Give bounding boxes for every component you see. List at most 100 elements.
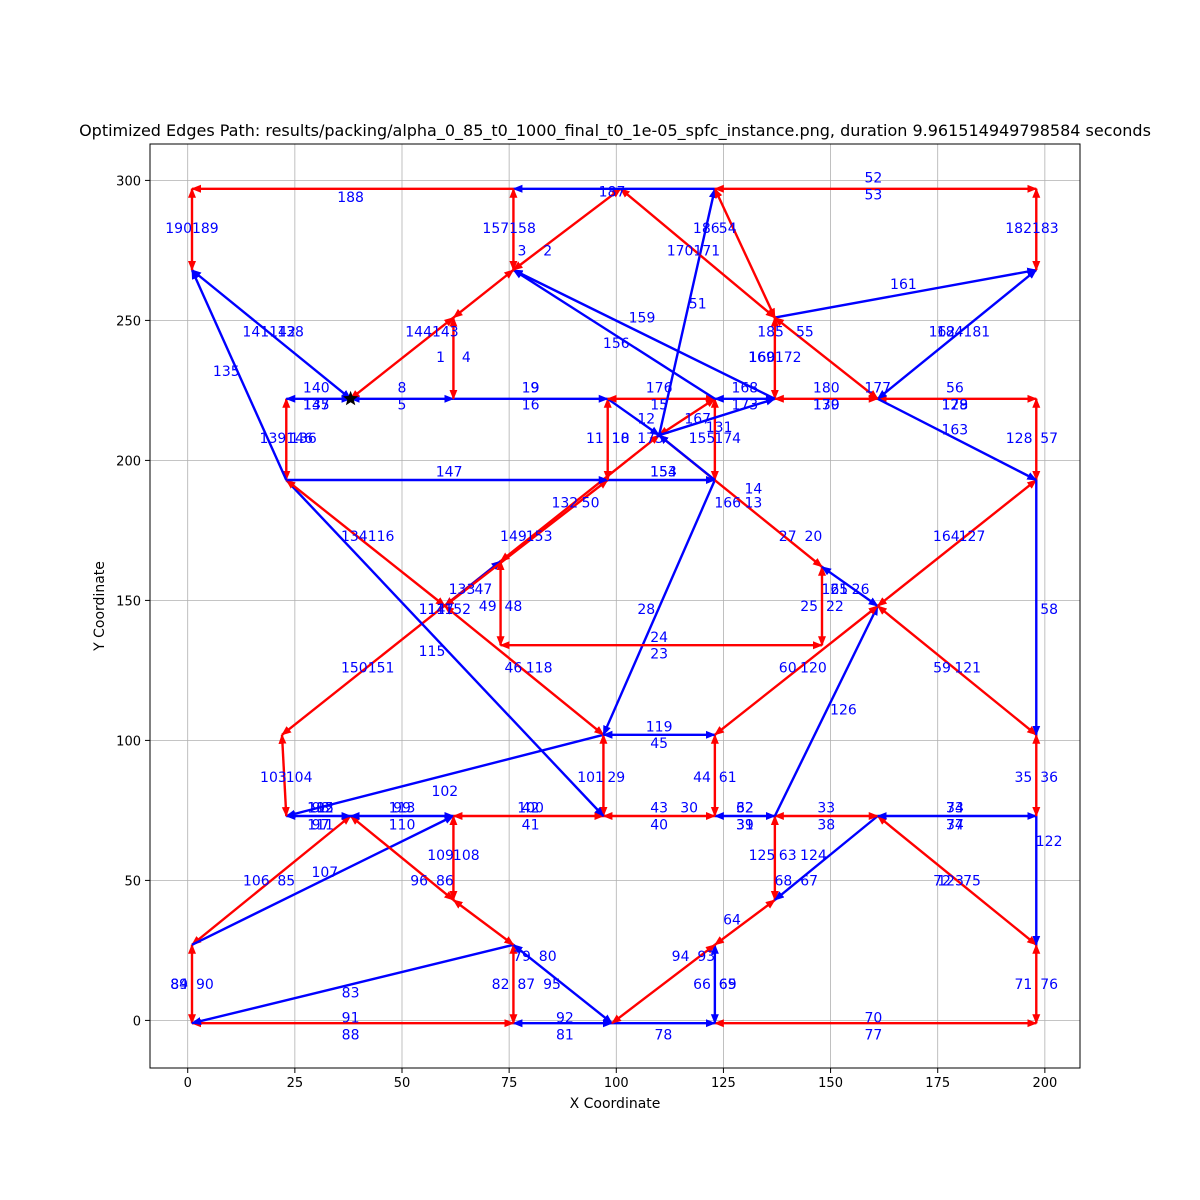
edge-label: 74	[946, 817, 964, 833]
edge-label: 121	[954, 661, 981, 677]
edge-label: 45	[650, 736, 668, 752]
edge-label: 166	[714, 495, 741, 511]
x-tick-label: 125	[711, 1076, 736, 1091]
edge-label: 135	[213, 364, 240, 380]
edge-label: 54	[719, 221, 737, 237]
edge-label: 33	[817, 801, 835, 817]
edge-blue	[512, 268, 716, 400]
edge-label: 21	[830, 582, 848, 598]
edge-label: 169172	[748, 350, 801, 366]
edge-blue	[658, 434, 716, 481]
edge-label: 187	[599, 185, 626, 201]
edge-label: 82	[492, 977, 510, 993]
edge-label: 101	[577, 770, 604, 786]
edge-label: 86	[436, 873, 454, 889]
edge-label: 65	[719, 977, 737, 993]
edge-label: 32	[736, 801, 754, 817]
edge-label: 36	[1040, 770, 1058, 786]
edge-blue	[877, 397, 1038, 482]
edge-red	[876, 815, 1038, 946]
edge-label: 156	[603, 336, 630, 352]
edge-label: 64	[723, 913, 741, 929]
edge-label: 56	[946, 381, 964, 397]
edge-label: 170171	[667, 243, 720, 259]
edge-label: 106	[243, 873, 270, 889]
y-tick-label: 250	[116, 314, 141, 329]
edge-label: 11	[586, 431, 604, 447]
edge-red	[774, 316, 879, 400]
edge-label: 150151	[341, 661, 394, 677]
edge-label: 91	[342, 1011, 360, 1027]
edge-label: 145	[303, 397, 330, 413]
edge-label: 184181	[937, 325, 990, 341]
x-tick-label: 100	[604, 1076, 629, 1091]
edge-label: 137	[303, 397, 330, 413]
edge-label: 112	[307, 801, 334, 817]
y-tick-label: 0	[133, 1014, 141, 1029]
edge-label: 123	[937, 873, 964, 889]
edge-red	[714, 605, 879, 736]
edge-red	[512, 187, 622, 271]
edge-label: 134116	[341, 529, 395, 545]
edge-label: 83	[342, 985, 360, 1001]
edge-label: 109	[427, 848, 454, 864]
edge-label: 125	[749, 848, 776, 864]
edge-label: 40	[650, 817, 668, 833]
edge-label: 60	[779, 661, 797, 677]
edge-label: 102	[431, 784, 458, 800]
edge-label: 95	[543, 977, 561, 993]
edge-label: 131	[706, 420, 733, 436]
edge-label: 176	[646, 381, 673, 397]
edge-red	[876, 605, 1038, 736]
edge-blue	[774, 815, 879, 901]
edge-label: 107	[311, 865, 338, 881]
edge-label: 66	[693, 977, 711, 993]
y-tick-label: 150	[116, 594, 141, 609]
edge-label: 42	[522, 801, 540, 817]
edge-blue	[607, 397, 660, 437]
edge-red	[452, 269, 515, 319]
edge-red	[713, 187, 776, 319]
edge-label: 85	[277, 873, 295, 889]
edge-label: 100	[517, 801, 544, 817]
edge-blue	[285, 733, 604, 818]
edge-label: 58	[1040, 602, 1058, 618]
edge-label: 80	[539, 949, 557, 965]
edge-label: 185	[757, 325, 784, 341]
edge-blue	[191, 943, 514, 1025]
edge-label: 61	[719, 770, 737, 786]
edge-label: 12	[637, 411, 655, 427]
edge-label: 22	[826, 599, 844, 615]
edge-label: 71	[1015, 977, 1033, 993]
edge-blue	[512, 268, 776, 400]
edge-red	[191, 815, 352, 946]
edge-label: 167	[684, 411, 711, 427]
edge-label: 24	[650, 630, 668, 646]
edge-label: 87	[517, 977, 535, 993]
edge-label: 117	[427, 602, 454, 618]
edge-red	[499, 434, 660, 563]
edge-label: 103	[260, 770, 287, 786]
edge-label: 68	[775, 873, 793, 889]
edge-label: 155	[689, 431, 716, 447]
edge-label: 13	[745, 495, 763, 511]
edge-label: 108	[453, 848, 480, 864]
edge-label: 5	[398, 397, 407, 413]
edge-label: 70	[865, 1011, 883, 1027]
edge-label: 26	[852, 582, 870, 598]
edge-label: 127	[959, 529, 986, 545]
edge-label: 25	[800, 599, 818, 615]
edge-label: 130	[813, 397, 840, 413]
edge-label: 144143	[405, 325, 458, 341]
edge-label: 27	[779, 529, 797, 545]
edge-label: 153	[650, 465, 677, 481]
edge-label: 152	[444, 602, 471, 618]
edge-label: 180	[813, 381, 840, 397]
edge-label: 114	[419, 602, 446, 618]
edge-label: 29	[607, 770, 625, 786]
edge-label: 120	[800, 661, 827, 677]
edge-red	[714, 899, 776, 946]
edge-label: 162	[929, 325, 956, 341]
